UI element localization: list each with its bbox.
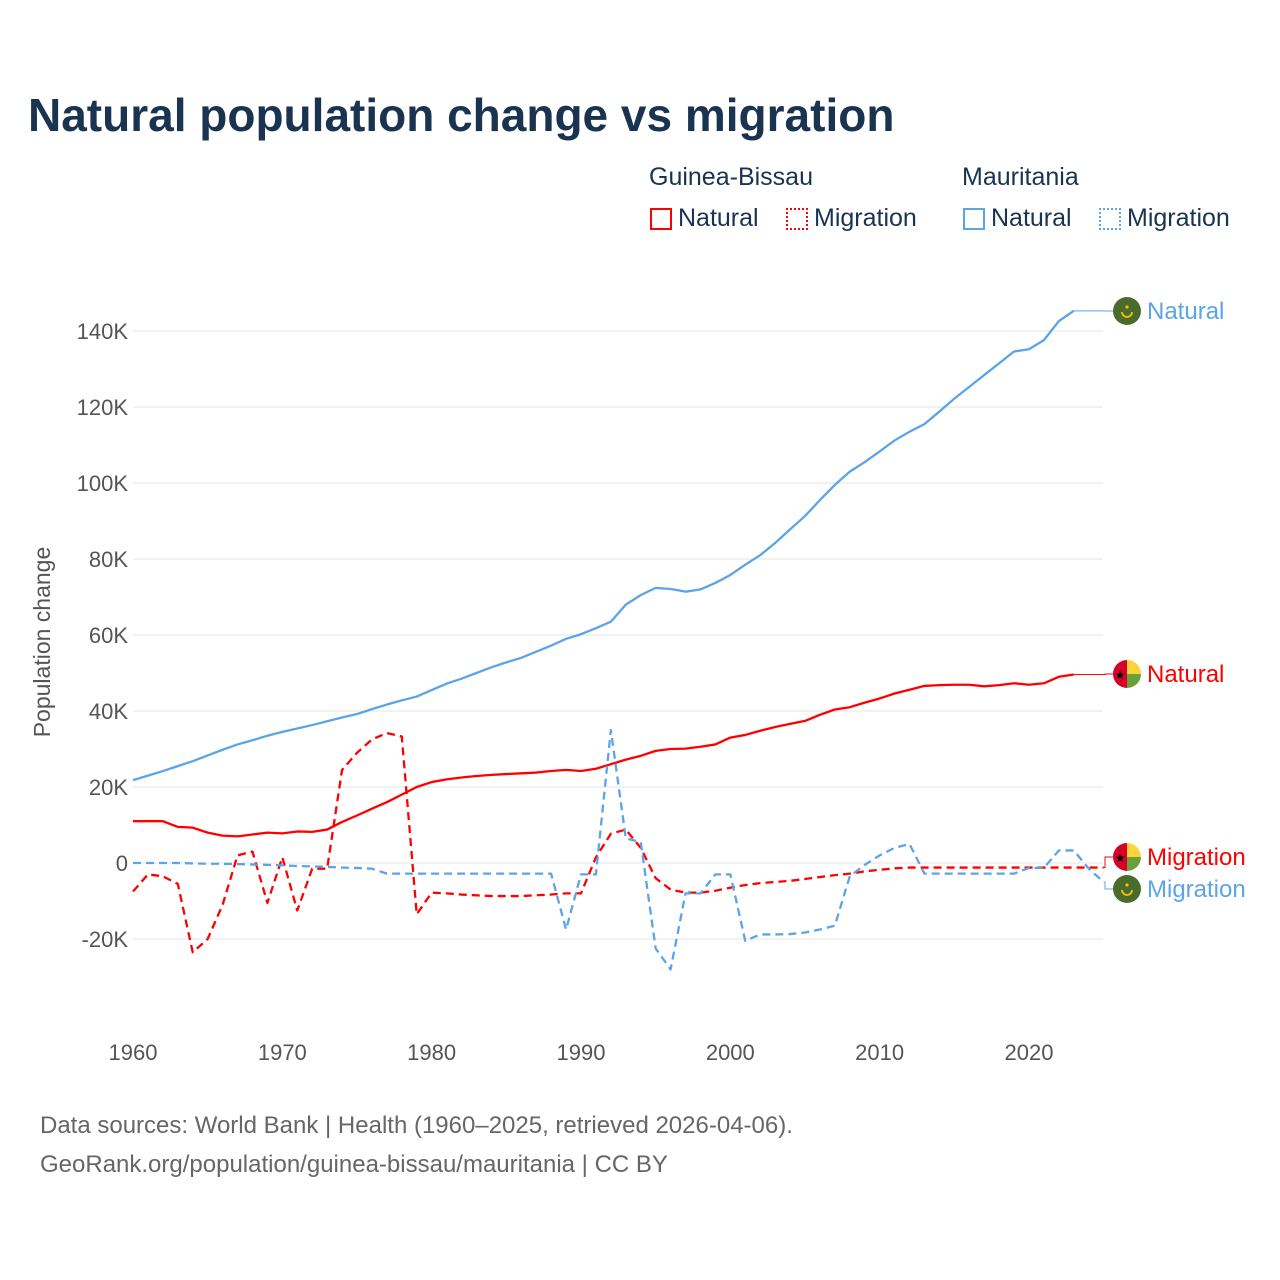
label-connector	[1103, 881, 1113, 890]
x-tick-label: 1990	[557, 1040, 606, 1065]
legend-swatch-dotted	[1099, 207, 1121, 230]
x-tick-label: 2010	[855, 1040, 904, 1065]
footer: Data sources: World Bank | Health (1960–…	[40, 1106, 793, 1184]
legend-swatch-dotted	[786, 207, 808, 230]
legend-label: Migration	[1127, 204, 1230, 232]
series-end-label: Migration	[1147, 844, 1246, 871]
y-tick-label: 100K	[77, 471, 129, 496]
legend-mr-migration[interactable]: Migration	[1099, 204, 1230, 233]
legend-swatch-solid	[650, 207, 672, 230]
svg-text:★: ★	[1115, 851, 1126, 865]
legend-gb-migration[interactable]: Migration	[786, 204, 917, 233]
mauritania-flag-icon	[1113, 875, 1141, 903]
source-url[interactable]: GeoRank.org/population/guinea-bissau/mau…	[40, 1151, 668, 1178]
mauritania-natural-line[interactable]	[132, 309, 1075, 782]
legend-label: Natural	[678, 204, 759, 232]
label-connector	[1073, 673, 1113, 676]
series-end-label: Natural	[1147, 661, 1224, 688]
legend-label: Migration	[814, 204, 917, 232]
y-tick-label: -20K	[82, 927, 129, 952]
x-tick-label: 2020	[1005, 1040, 1054, 1065]
guinea-bissau-migration-line[interactable]	[132, 731, 1104, 954]
series-end-label: Migration	[1147, 876, 1246, 903]
guinea-bissau-flag-icon: ★	[1113, 660, 1141, 688]
legend-gb-natural[interactable]: Natural	[650, 204, 759, 233]
y-tick-label: 140K	[77, 319, 129, 344]
y-tick-label: 80K	[89, 547, 128, 572]
y-tick-label: 0	[116, 851, 128, 876]
data-source: Data sources: World Bank | Health (1960–…	[40, 1112, 793, 1139]
y-tick-label: 60K	[89, 623, 128, 648]
legend-group-mauritania: Mauritania	[962, 163, 1079, 191]
x-tick-label: 1960	[109, 1040, 158, 1065]
x-tick-label: 1980	[407, 1040, 456, 1065]
mauritania-migration-line[interactable]	[133, 728, 1105, 971]
legend-label: Natural	[991, 204, 1072, 232]
y-tick-label: 20K	[89, 775, 128, 800]
series-end-label: Natural	[1147, 298, 1224, 325]
legend-group-guinea-bissau: Guinea-Bissau	[649, 163, 813, 191]
legend-swatch-solid	[963, 207, 985, 230]
y-tick-label: 120K	[77, 395, 129, 420]
x-tick-label: 1970	[258, 1040, 307, 1065]
guinea-bissau-natural-line[interactable]	[133, 673, 1074, 838]
svg-text:★: ★	[1115, 668, 1126, 682]
label-connector	[1103, 856, 1113, 869]
mauritania-flag-icon	[1113, 297, 1141, 325]
y-axis-label: Population change	[29, 547, 55, 738]
legend-mr-natural[interactable]: Natural	[963, 204, 1072, 233]
chart-title: Natural population change vs migration	[28, 89, 895, 141]
guinea-bissau-flag-icon: ★	[1113, 843, 1141, 871]
y-tick-label: 40K	[89, 699, 128, 724]
x-tick-label: 2000	[706, 1040, 755, 1065]
